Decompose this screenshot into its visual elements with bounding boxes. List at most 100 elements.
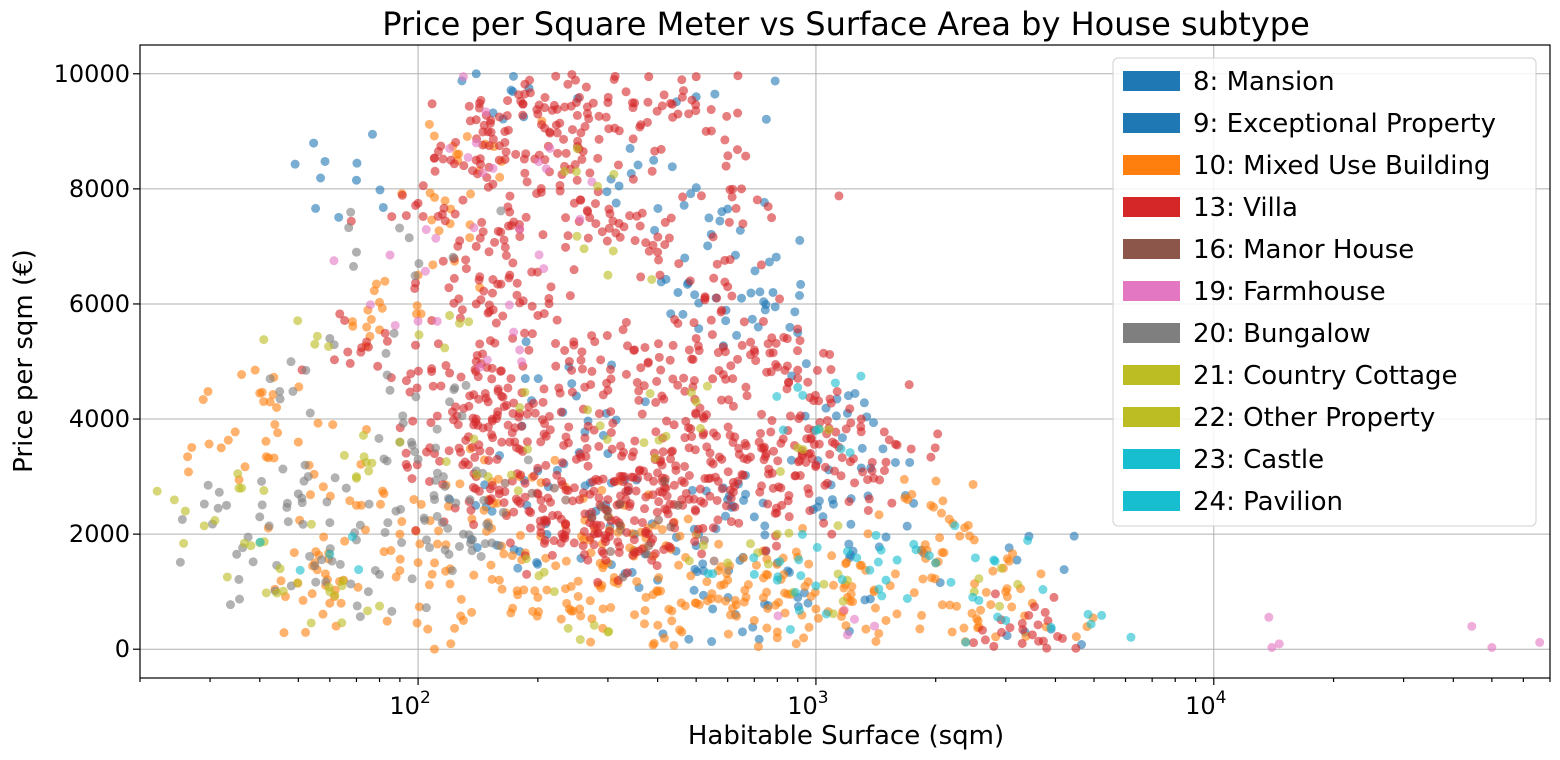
data-point	[567, 387, 577, 397]
data-point	[318, 482, 328, 492]
data-point	[600, 534, 610, 544]
data-point	[413, 454, 423, 464]
data-point	[782, 361, 792, 371]
data-point	[557, 458, 567, 468]
data-point	[522, 177, 532, 187]
data-point	[660, 476, 670, 486]
data-point	[961, 637, 971, 647]
data-point	[435, 456, 445, 466]
data-point	[918, 574, 928, 584]
data-point	[602, 331, 612, 341]
legend-label: 23: Castle	[1193, 445, 1324, 475]
data-point	[696, 191, 706, 201]
data-point	[750, 266, 760, 276]
data-point	[240, 462, 250, 472]
data-point	[588, 477, 598, 487]
data-point	[345, 496, 355, 506]
data-point	[733, 354, 743, 364]
data-point	[1017, 618, 1027, 628]
data-point	[320, 156, 330, 166]
data-point	[645, 389, 655, 399]
data-point	[653, 247, 663, 257]
data-point	[706, 315, 716, 325]
data-point	[887, 498, 897, 508]
data-point	[702, 577, 712, 587]
data-point	[712, 431, 722, 441]
data-point	[437, 518, 447, 528]
data-point	[462, 131, 472, 141]
data-point	[615, 542, 625, 552]
data-point	[976, 605, 986, 615]
data-point	[721, 161, 731, 171]
data-point	[487, 481, 497, 491]
data-point	[763, 604, 773, 614]
data-point	[520, 478, 530, 488]
data-point	[678, 192, 688, 202]
data-point	[545, 127, 555, 137]
data-point	[1012, 555, 1022, 565]
data-point	[183, 452, 193, 462]
data-point	[552, 128, 562, 138]
data-point	[440, 216, 450, 226]
data-point	[647, 166, 657, 176]
data-point	[411, 340, 421, 350]
data-point	[1023, 535, 1033, 545]
data-point	[712, 293, 722, 303]
data-point	[336, 598, 346, 608]
y-tick-label: 10000	[54, 60, 130, 88]
data-point	[351, 473, 361, 483]
data-point	[728, 184, 738, 194]
data-point	[710, 89, 720, 99]
data-point	[741, 441, 751, 451]
data-point	[659, 633, 669, 643]
data-point	[458, 195, 468, 205]
data-point	[412, 618, 422, 628]
data-point	[353, 582, 363, 592]
data-point	[471, 241, 481, 251]
data-point	[652, 507, 662, 517]
data-point	[328, 420, 338, 430]
data-point	[695, 484, 705, 494]
data-point	[629, 516, 639, 526]
data-point	[617, 451, 627, 461]
data-point	[709, 556, 719, 566]
data-point	[836, 471, 846, 481]
data-point	[937, 600, 947, 610]
data-point	[408, 416, 418, 426]
data-point	[547, 550, 557, 560]
data-point	[852, 553, 862, 563]
data-point	[751, 356, 761, 366]
data-point	[606, 428, 616, 438]
data-point	[352, 601, 362, 611]
data-point	[589, 486, 599, 496]
data-point	[594, 493, 604, 503]
data-point	[566, 581, 576, 591]
data-point	[902, 593, 912, 603]
data-point	[544, 411, 554, 421]
data-point	[660, 240, 670, 250]
data-point	[760, 305, 770, 315]
data-point	[413, 558, 423, 568]
data-point	[870, 621, 880, 631]
data-point	[375, 601, 385, 611]
data-point	[507, 551, 517, 561]
data-point	[275, 386, 285, 396]
data-point	[329, 355, 339, 365]
data-point	[583, 555, 593, 565]
data-point	[834, 191, 844, 201]
data-point	[533, 559, 543, 569]
data-point	[947, 627, 957, 637]
data-point	[643, 97, 653, 107]
data-point	[732, 145, 742, 155]
data-point	[456, 372, 466, 382]
data-point	[871, 530, 881, 540]
data-point	[582, 109, 592, 119]
data-point	[536, 437, 546, 447]
data-point	[850, 478, 860, 488]
data-point	[801, 359, 811, 369]
data-point	[881, 532, 891, 542]
data-point	[499, 235, 509, 245]
data-point	[723, 629, 733, 639]
data-point	[545, 143, 555, 153]
data-point	[1057, 633, 1067, 643]
